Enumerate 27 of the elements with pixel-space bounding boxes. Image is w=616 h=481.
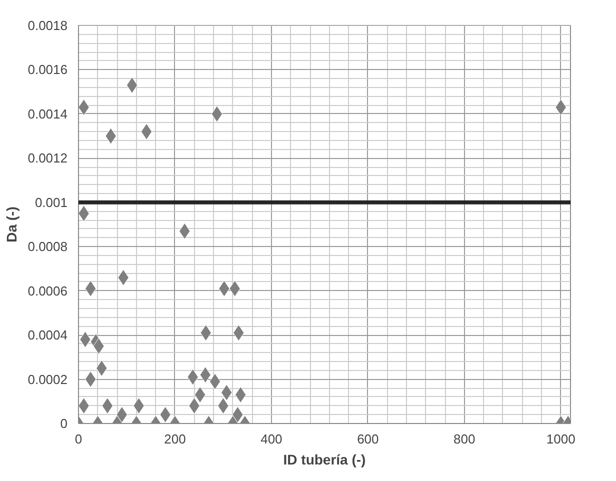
point (84, 280, 96, 297)
y-tick-label: 0.0014 (28, 106, 68, 122)
point (140, 123, 152, 140)
point (209, 373, 221, 390)
y-tick-label: 0.0012 (28, 150, 68, 166)
x-tick-label: 400 (260, 432, 282, 446)
x-tick-label: 0 (74, 432, 82, 446)
x-tick-label: 600 (357, 432, 379, 446)
point (102, 398, 114, 414)
y-axis-title: Da (-) (4, 206, 20, 242)
point (84, 371, 96, 388)
point (194, 386, 206, 404)
y-tick-label: 0.0002 (28, 372, 68, 387)
y-tick-label: 0.0006 (28, 283, 68, 298)
x-axis-title: ID tubería (-) (283, 452, 366, 468)
y-tick-label: 0.0008 (28, 239, 68, 254)
y-tick-label: 0.0016 (28, 62, 68, 78)
y-tick-label: 0.0004 (28, 328, 68, 343)
y-tick-label: 0.001 (34, 194, 68, 210)
point (126, 76, 138, 94)
y-tick-label: 0 (60, 416, 68, 431)
point (234, 386, 246, 404)
x-tick-label: 1000 (546, 432, 576, 446)
x-tick-label: 800 (454, 432, 476, 446)
x-tick-label: 200 (164, 432, 186, 446)
y-tick-label: 0.0018 (28, 18, 68, 33)
point (211, 106, 223, 122)
